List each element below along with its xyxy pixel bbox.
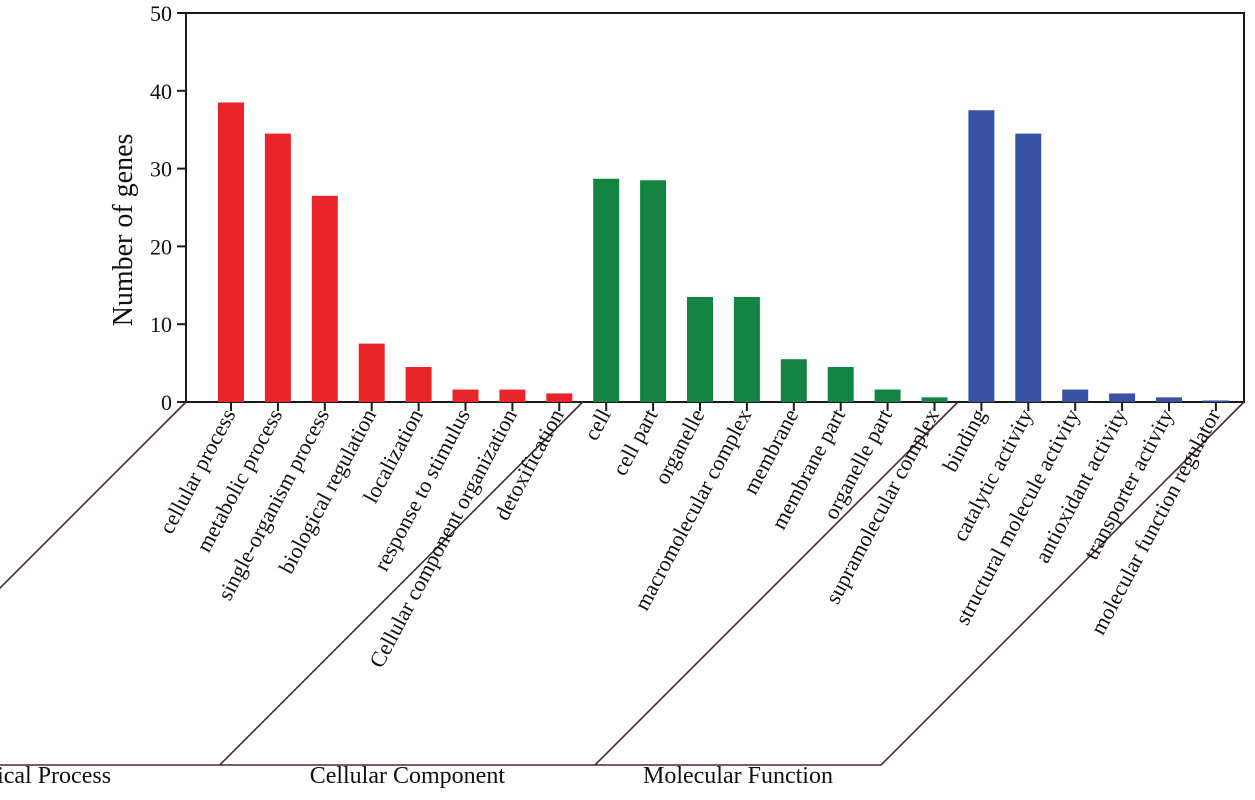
bar	[827, 366, 854, 402]
bar	[358, 343, 385, 402]
bar	[1156, 397, 1182, 402]
axes-layer	[0, 12, 1245, 766]
bar	[499, 389, 526, 402]
bar	[405, 366, 432, 402]
bar	[1202, 400, 1229, 402]
group-divider-line	[0, 401, 187, 590]
category-label: cell	[579, 405, 616, 445]
group-label: Cellular Component	[310, 763, 506, 789]
y-axis-title: Number of genes	[108, 134, 139, 327]
y-tick-label: 50	[150, 1, 172, 26]
group-divider-line	[594, 401, 959, 766]
bar	[733, 296, 760, 402]
bar	[874, 389, 901, 402]
plot-frame	[185, 12, 1245, 403]
group-divider-line	[880, 401, 1245, 766]
y-tick-label: 10	[150, 312, 172, 337]
y-tick-label: 30	[150, 157, 172, 182]
bar	[1015, 133, 1042, 402]
bar	[593, 178, 620, 402]
bar	[921, 397, 948, 402]
bar	[218, 102, 244, 402]
bar	[780, 359, 807, 402]
y-tick-label: 40	[150, 79, 172, 104]
bar	[1062, 389, 1089, 402]
bar	[640, 180, 667, 402]
bar	[968, 110, 995, 402]
group-label: Biological Process	[0, 763, 111, 789]
bar	[452, 389, 479, 402]
bar	[546, 393, 573, 402]
bar	[1109, 393, 1136, 402]
group-label: Molecular Function	[643, 763, 833, 789]
bar	[264, 133, 291, 402]
bars-layer	[218, 102, 1229, 402]
bar	[311, 195, 338, 402]
group-divider-line	[219, 401, 584, 766]
bar	[687, 296, 713, 402]
y-tick-label: 0	[161, 390, 172, 415]
y-tick-label: 20	[150, 234, 172, 259]
